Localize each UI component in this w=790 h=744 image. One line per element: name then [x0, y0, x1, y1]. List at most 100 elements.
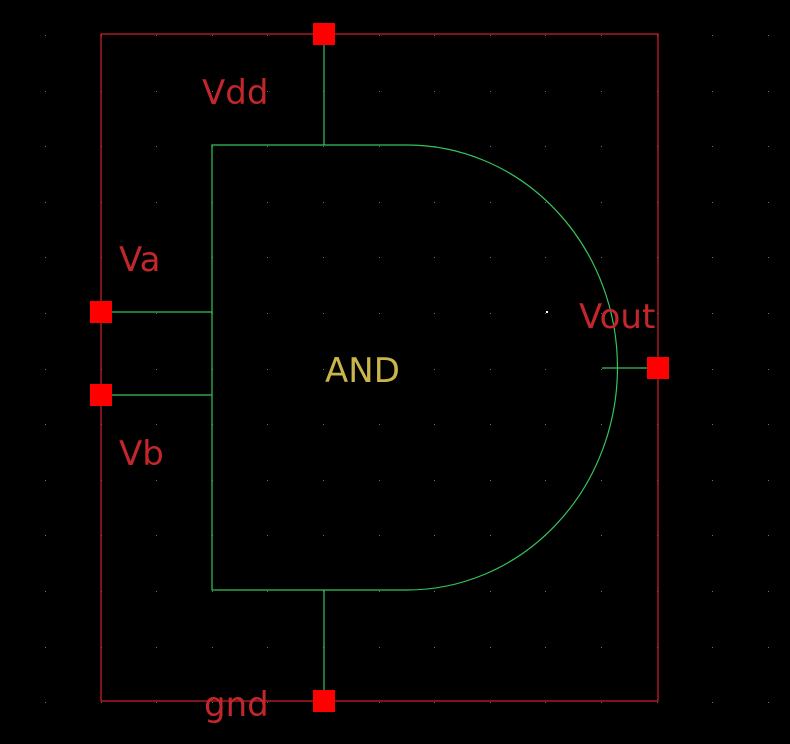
- grid-dot: [768, 535, 769, 536]
- grid-dot: [101, 702, 102, 703]
- grid-dot: [267, 535, 268, 536]
- grid-dot: [545, 702, 546, 703]
- va-pin-marker[interactable]: [90, 301, 112, 323]
- grid-dot: [601, 647, 602, 648]
- grid-dot: [490, 369, 491, 370]
- grid-dot: [545, 480, 546, 481]
- grid-dot: [768, 424, 769, 425]
- grid-dot: [545, 369, 546, 370]
- grid-dot: [267, 146, 268, 147]
- grid-dot: [323, 146, 324, 147]
- grid-dot: [490, 591, 491, 592]
- grid-dot: [434, 702, 435, 703]
- grid-dot: [267, 480, 268, 481]
- grid-dot: [712, 647, 713, 648]
- grid-dot: [212, 702, 213, 703]
- grid-dot: [156, 257, 157, 258]
- grid-dot: [45, 424, 46, 425]
- grid-dot: [267, 591, 268, 592]
- grid-dot: [712, 424, 713, 425]
- grid-dot: [379, 257, 380, 258]
- grid-dot: [601, 202, 602, 203]
- grid-dot: [768, 480, 769, 481]
- and-gate-body[interactable]: [211, 144, 407, 591]
- vout-pin-label: Vout: [579, 297, 655, 337]
- grid-dot: [601, 313, 602, 314]
- grid-dot: [601, 91, 602, 92]
- grid-dot: [490, 146, 491, 147]
- grid-dot: [768, 146, 769, 147]
- grid-dot: [323, 424, 324, 425]
- grid-dot: [712, 257, 713, 258]
- grid-dot: [768, 35, 769, 36]
- grid-dot: [768, 647, 769, 648]
- grid-dot: [45, 146, 46, 147]
- grid-dot: [379, 313, 380, 314]
- grid-dot: [267, 257, 268, 258]
- grid-dot: [323, 480, 324, 481]
- grid-dot: [490, 91, 491, 92]
- vout-pin-marker[interactable]: [647, 357, 669, 379]
- grid-dot: [267, 202, 268, 203]
- grid-dot: [323, 313, 324, 314]
- grid-dot: [545, 35, 546, 36]
- grid-dot: [156, 424, 157, 425]
- vdd-pin-label: Vdd: [202, 73, 268, 113]
- vdd-pin-marker[interactable]: [313, 23, 335, 45]
- grid-dot: [601, 424, 602, 425]
- grid-dot: [490, 35, 491, 36]
- grid-dot: [156, 591, 157, 592]
- grid-dot: [712, 91, 713, 92]
- grid-dot: [768, 257, 769, 258]
- grid-dot: [379, 647, 380, 648]
- grid-dot: [379, 480, 380, 481]
- grid-dot: [545, 146, 546, 147]
- grid-dot: [156, 91, 157, 92]
- grid-dot: [434, 535, 435, 536]
- grid-dot: [267, 313, 268, 314]
- grid-dot: [434, 591, 435, 592]
- grid-dot: [768, 91, 769, 92]
- gate-label: AND: [325, 351, 400, 391]
- gnd-pin-marker[interactable]: [313, 690, 335, 712]
- vb-pin-label: Vb: [119, 434, 164, 474]
- grid-dot: [712, 535, 713, 536]
- grid-dot: [490, 535, 491, 536]
- grid-dot: [601, 591, 602, 592]
- grid-dot: [434, 35, 435, 36]
- grid-dot: [323, 535, 324, 536]
- grid-dot: [379, 424, 380, 425]
- grid-dot: [323, 202, 324, 203]
- grid-dot: [45, 369, 46, 370]
- grid-dot: [545, 424, 546, 425]
- grid-dot: [45, 91, 46, 92]
- grid-dot: [712, 146, 713, 147]
- grid-dot: [657, 702, 658, 703]
- grid-dot: [267, 424, 268, 425]
- grid-dot: [212, 91, 213, 92]
- grid-dot: [45, 702, 46, 703]
- grid-dot: [490, 647, 491, 648]
- grid-dot: [768, 591, 769, 592]
- grid-dot: [545, 91, 546, 92]
- grid-dot: [434, 647, 435, 648]
- grid-dot: [156, 369, 157, 370]
- grid-dot: [601, 35, 602, 36]
- grid-dot: [712, 35, 713, 36]
- and-gate-arc: [406, 144, 618, 591]
- grid-dot: [45, 257, 46, 258]
- grid-dot: [212, 591, 213, 592]
- grid-dot: [434, 369, 435, 370]
- grid-dot: [434, 424, 435, 425]
- grid-dot: [768, 313, 769, 314]
- grid-dot: [601, 257, 602, 258]
- grid-dot: [267, 647, 268, 648]
- vb-pin-marker[interactable]: [90, 384, 112, 406]
- grid-dot: [156, 647, 157, 648]
- grid-dot: [490, 257, 491, 258]
- grid-dot: [267, 369, 268, 370]
- grid-dot: [379, 591, 380, 592]
- grid-dot: [379, 369, 380, 370]
- grid-dot: [267, 702, 268, 703]
